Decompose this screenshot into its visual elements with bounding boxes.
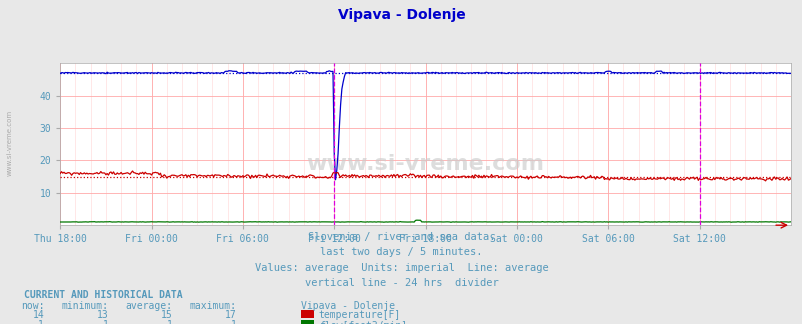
Text: 1: 1	[103, 320, 108, 324]
Text: 13: 13	[96, 310, 108, 320]
Text: last two days / 5 minutes.: last two days / 5 minutes.	[320, 247, 482, 257]
Text: flow[foot3/min]: flow[foot3/min]	[318, 320, 407, 324]
Text: Values: average  Units: imperial  Line: average: Values: average Units: imperial Line: av…	[254, 263, 548, 273]
Text: 1: 1	[167, 320, 172, 324]
Text: www.si-vreme.com: www.si-vreme.com	[6, 110, 13, 176]
Text: average:: average:	[125, 301, 172, 311]
Text: minimum:: minimum:	[61, 301, 108, 311]
Text: now:: now:	[21, 301, 44, 311]
Text: 15: 15	[160, 310, 172, 320]
Text: CURRENT AND HISTORICAL DATA: CURRENT AND HISTORICAL DATA	[24, 290, 183, 300]
Text: Vipava - Dolenje: Vipava - Dolenje	[337, 8, 465, 22]
Text: www.si-vreme.com: www.si-vreme.com	[306, 154, 544, 174]
Text: vertical line - 24 hrs  divider: vertical line - 24 hrs divider	[304, 278, 498, 288]
Text: 1: 1	[231, 320, 237, 324]
Text: 1: 1	[38, 320, 44, 324]
Text: 14: 14	[32, 310, 44, 320]
Text: 17: 17	[225, 310, 237, 320]
Text: Vipava - Dolenje: Vipava - Dolenje	[301, 301, 395, 311]
Text: maximum:: maximum:	[189, 301, 237, 311]
Text: Slovenia / river and sea data.: Slovenia / river and sea data.	[307, 232, 495, 242]
Text: temperature[F]: temperature[F]	[318, 310, 400, 320]
